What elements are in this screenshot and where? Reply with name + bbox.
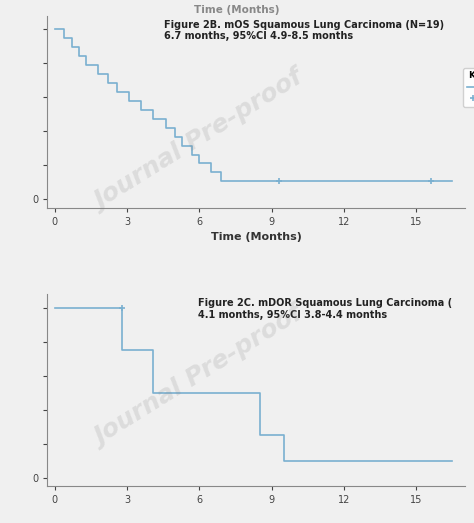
Survival Fu — [69, 35, 74, 41]
Survival Fu — [83, 62, 89, 69]
Survival Fu — [115, 89, 120, 95]
Survival Fu — [226, 178, 231, 185]
Survival Fu — [105, 71, 110, 77]
Survival Fu — [450, 178, 456, 185]
Survival Fu — [69, 44, 74, 50]
Survival Fu — [180, 133, 185, 140]
Survival Fu — [226, 178, 231, 185]
Surviva — [450, 458, 456, 464]
Survival Fu — [196, 152, 202, 158]
Survival Fu — [95, 71, 101, 77]
Surviva — [119, 347, 125, 354]
Survival Fu — [138, 98, 144, 104]
X-axis label: Time (Months): Time (Months) — [210, 232, 301, 242]
Surviva — [151, 390, 156, 396]
Survival Fu — [240, 178, 246, 185]
Survival Fu — [105, 80, 110, 86]
Surviva — [257, 432, 263, 438]
Text: Figure 2C. mDOR Squamous Lung Carcinoma (
4.1 months, 95%CI 3.8-4.4 months: Figure 2C. mDOR Squamous Lung Carcinoma … — [198, 298, 452, 320]
Survival Fu — [264, 178, 270, 185]
Survival Fu — [62, 35, 67, 41]
Survival Fu — [163, 124, 168, 131]
Survival Fu — [62, 26, 67, 32]
Survival Fu — [252, 178, 257, 185]
Surviva — [281, 432, 286, 438]
Text: Figure 2B. mOS Squamous Lung Carcinoma (N=19)
6.7 months, 95%CI 4.9-8.5 months: Figure 2B. mOS Squamous Lung Carcinoma (… — [164, 19, 444, 41]
Line: Surviva: Surviva — [55, 308, 453, 461]
Survival Fu — [76, 44, 82, 50]
Censored — [276, 178, 282, 185]
Survival Fu — [218, 178, 224, 185]
Surviva — [151, 347, 156, 354]
Censored — [428, 178, 434, 185]
Survival Fu — [127, 89, 132, 95]
Survival Fu — [95, 62, 101, 69]
Survival Fu — [115, 80, 120, 86]
Line: Survival Fu: Survival Fu — [55, 29, 453, 181]
Survival Fu — [252, 178, 257, 185]
Text: Journal Pre-proof: Journal Pre-proof — [91, 302, 308, 451]
Surviva — [52, 305, 57, 311]
Survival Fu — [209, 169, 214, 176]
Surviva — [257, 390, 263, 396]
Survival Fu — [127, 98, 132, 104]
Survival Fu — [189, 152, 195, 158]
Survival Fu — [151, 107, 156, 113]
Text: Time (Months): Time (Months) — [194, 5, 280, 15]
Survival Fu — [218, 169, 224, 176]
Surviva — [281, 458, 286, 464]
Survival Fu — [240, 178, 246, 185]
Survival Fu — [196, 160, 202, 166]
Survival Fu — [173, 133, 178, 140]
Survival Fu — [209, 160, 214, 166]
Survival Fu — [52, 26, 57, 32]
Text: Journal Pre-proof: Journal Pre-proof — [91, 67, 308, 215]
Survival Fu — [264, 178, 270, 185]
Survival Fu — [189, 142, 195, 149]
Survival Fu — [138, 107, 144, 113]
Survival Fu — [173, 124, 178, 131]
Survival Fu — [151, 116, 156, 122]
Survival Fu — [76, 53, 82, 59]
Surviva — [119, 305, 125, 311]
Survival Fu — [180, 142, 185, 149]
Survival Fu — [163, 116, 168, 122]
Line: Censored: Censored — [275, 178, 434, 185]
Survival Fu — [83, 53, 89, 59]
Legend: Survival Fu, Censored: Survival Fu, Censored — [463, 68, 474, 107]
